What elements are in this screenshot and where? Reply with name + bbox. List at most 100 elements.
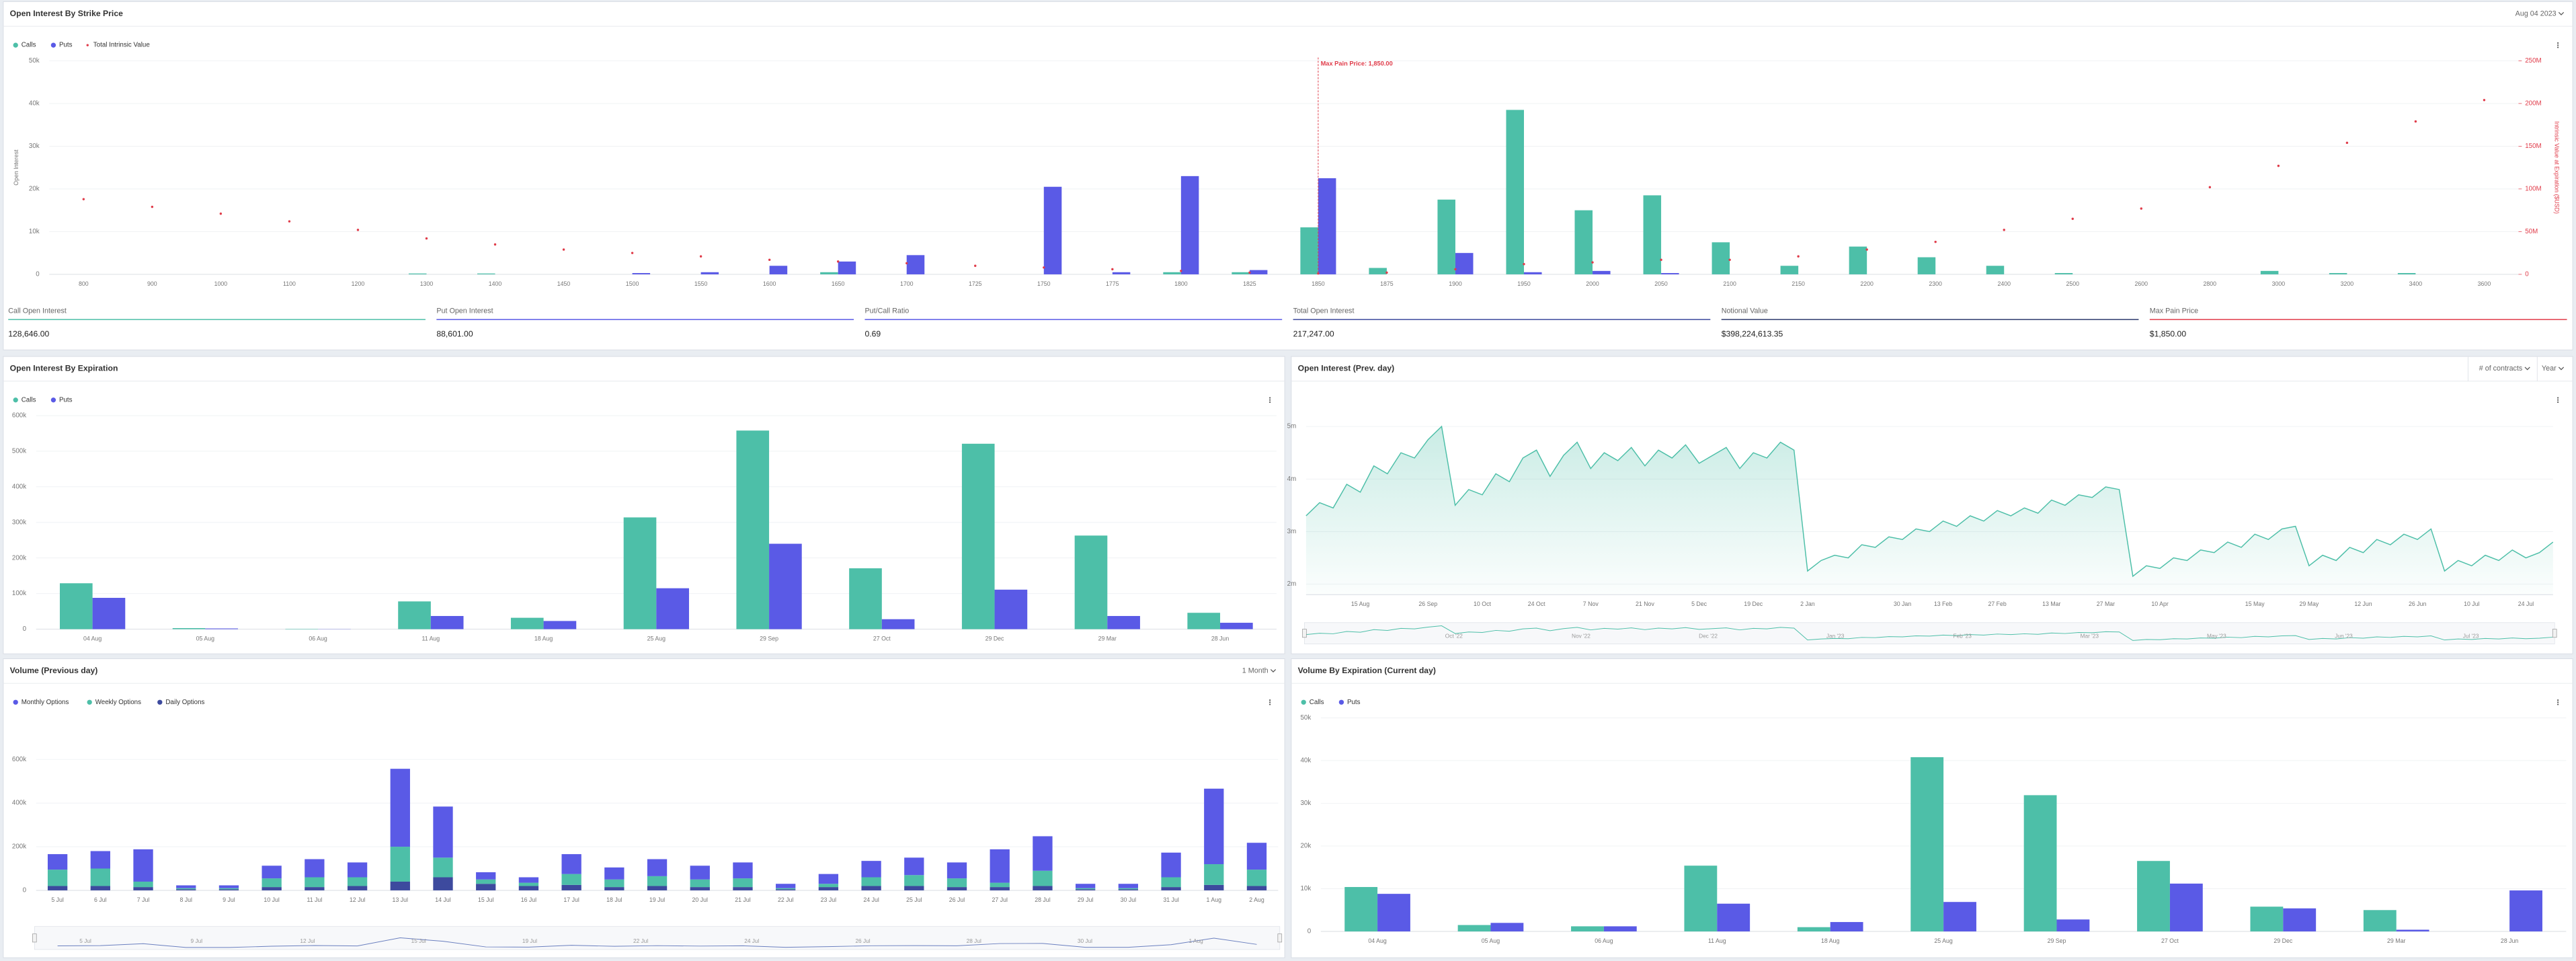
y-tick-label: 400k — [12, 800, 26, 807]
bar-segment — [347, 862, 368, 878]
dropdown-label[interactable]: Aug 04 2023 — [2515, 10, 2557, 18]
navigator-handle[interactable] — [1302, 629, 1307, 638]
bar-segment — [176, 889, 196, 890]
bar — [430, 615, 464, 629]
bar-segment — [818, 887, 839, 890]
x-tick-label: 1725 — [969, 280, 982, 287]
menu-dot[interactable] — [2557, 703, 2559, 705]
bar — [632, 273, 651, 274]
x-tick-label: 13 Feb — [1934, 601, 1952, 607]
bar-segment — [133, 849, 153, 882]
menu-dot[interactable] — [2557, 699, 2559, 701]
bar-segment — [1075, 884, 1096, 888]
bar — [1717, 903, 1750, 932]
x-tick-label: 3200 — [2341, 280, 2354, 287]
menu-dot[interactable] — [2557, 44, 2559, 46]
x-tick-label: 1300 — [420, 280, 434, 287]
scatter-point — [1797, 255, 1800, 258]
navigator-label: Dec '22 — [1699, 633, 1718, 640]
legend-label: Calls — [22, 42, 36, 49]
x-tick-label: 25 Aug — [647, 636, 666, 642]
stat-value: 88,601.00 — [436, 329, 473, 338]
bar — [543, 621, 577, 629]
bar-segment — [647, 886, 668, 890]
menu-dot[interactable] — [1269, 401, 1271, 403]
navigator-handle[interactable] — [1277, 933, 1283, 943]
menu-dot[interactable] — [2557, 399, 2559, 401]
navigator-handle[interactable] — [2552, 629, 2557, 638]
bar-segment — [604, 879, 625, 888]
navigator-label: 24 Jul — [744, 937, 759, 944]
bar-segment — [690, 879, 710, 888]
legend-label: Puts — [59, 42, 73, 49]
menu-dot[interactable] — [1269, 397, 1271, 399]
menu-dot[interactable] — [1269, 699, 1271, 701]
bar-segment — [433, 857, 453, 878]
bar-segment — [90, 868, 110, 886]
bar — [1684, 866, 1718, 932]
bar-segment — [861, 877, 881, 886]
bar — [1780, 266, 1799, 274]
bar-segment — [47, 886, 68, 890]
x-tick-label: 18 Aug — [534, 636, 553, 642]
legend-swatch — [50, 397, 56, 403]
bar-segment — [1075, 889, 1096, 890]
bar-segment — [733, 862, 753, 879]
stat-value: 0.69 — [864, 329, 881, 338]
bar-segment — [647, 859, 668, 876]
y-tick-label: 20k — [1300, 843, 1311, 850]
bar-segment — [561, 854, 581, 874]
x-tick-label: 2000 — [1586, 280, 1599, 287]
menu-dot[interactable] — [2557, 701, 2559, 703]
menu-dot[interactable] — [1269, 701, 1271, 703]
bar-segment — [861, 886, 881, 890]
bar-segment — [604, 867, 625, 880]
x-tick-label: 2600 — [2135, 280, 2148, 287]
menu-dot[interactable] — [1269, 399, 1271, 401]
x-tick-label: 1 Aug — [1207, 896, 1222, 903]
legend-label: Daily Options — [165, 699, 204, 706]
x-tick-label: 2300 — [1929, 280, 1942, 287]
x-tick-label: 29 Dec — [985, 636, 1004, 642]
bar-segment — [604, 887, 625, 890]
bar-segment — [218, 888, 239, 890]
menu-dot[interactable] — [2557, 401, 2559, 403]
bar-segment — [561, 884, 581, 890]
x-tick-label: 2 Aug — [1249, 896, 1264, 903]
legend-swatch — [87, 699, 92, 705]
panel-title: Open Interest (Prev. day) — [1298, 364, 1395, 373]
scatter-point — [1111, 268, 1114, 271]
menu-dot[interactable] — [1269, 703, 1271, 705]
menu-dot[interactable] — [2557, 397, 2559, 399]
bar-segment — [347, 877, 368, 886]
bar — [2169, 883, 2203, 932]
menu-dot[interactable] — [2557, 42, 2559, 44]
x-tick-label: 14 Jul — [435, 896, 450, 903]
bar — [1986, 266, 2005, 274]
dropdown-label[interactable]: 1 Month — [1242, 667, 1269, 675]
bar-segment — [261, 866, 282, 879]
y2-tick-label: 0 — [2525, 271, 2529, 278]
bar — [1574, 210, 1593, 274]
dropdown-label[interactable]: # of contracts — [2479, 364, 2523, 373]
bar — [172, 627, 206, 629]
x-tick-label: 1900 — [1449, 280, 1462, 287]
navigator-handle[interactable] — [32, 933, 37, 943]
x-tick-label: 7 Nov — [1583, 601, 1599, 607]
legend-label: Monthly Options — [22, 699, 69, 706]
menu-dot[interactable] — [2557, 46, 2559, 48]
bar-segment — [1204, 864, 1224, 885]
bar-segment — [305, 887, 325, 890]
bar — [961, 443, 995, 629]
x-tick-label: 10 Apr — [2151, 601, 2168, 607]
dropdown-label[interactable]: Year — [2542, 364, 2557, 373]
y-tick-label: 4m — [1287, 475, 1297, 483]
bar — [1344, 886, 1378, 932]
scatter-point — [356, 229, 360, 231]
x-tick-label: 1950 — [1517, 280, 1531, 287]
bar — [1830, 922, 1863, 932]
bar-segment — [305, 859, 325, 878]
stat-label: Notional Value — [1722, 307, 1768, 315]
x-tick-label: 17 Jul — [563, 896, 579, 903]
y-tick-label: 50k — [1300, 714, 1311, 722]
